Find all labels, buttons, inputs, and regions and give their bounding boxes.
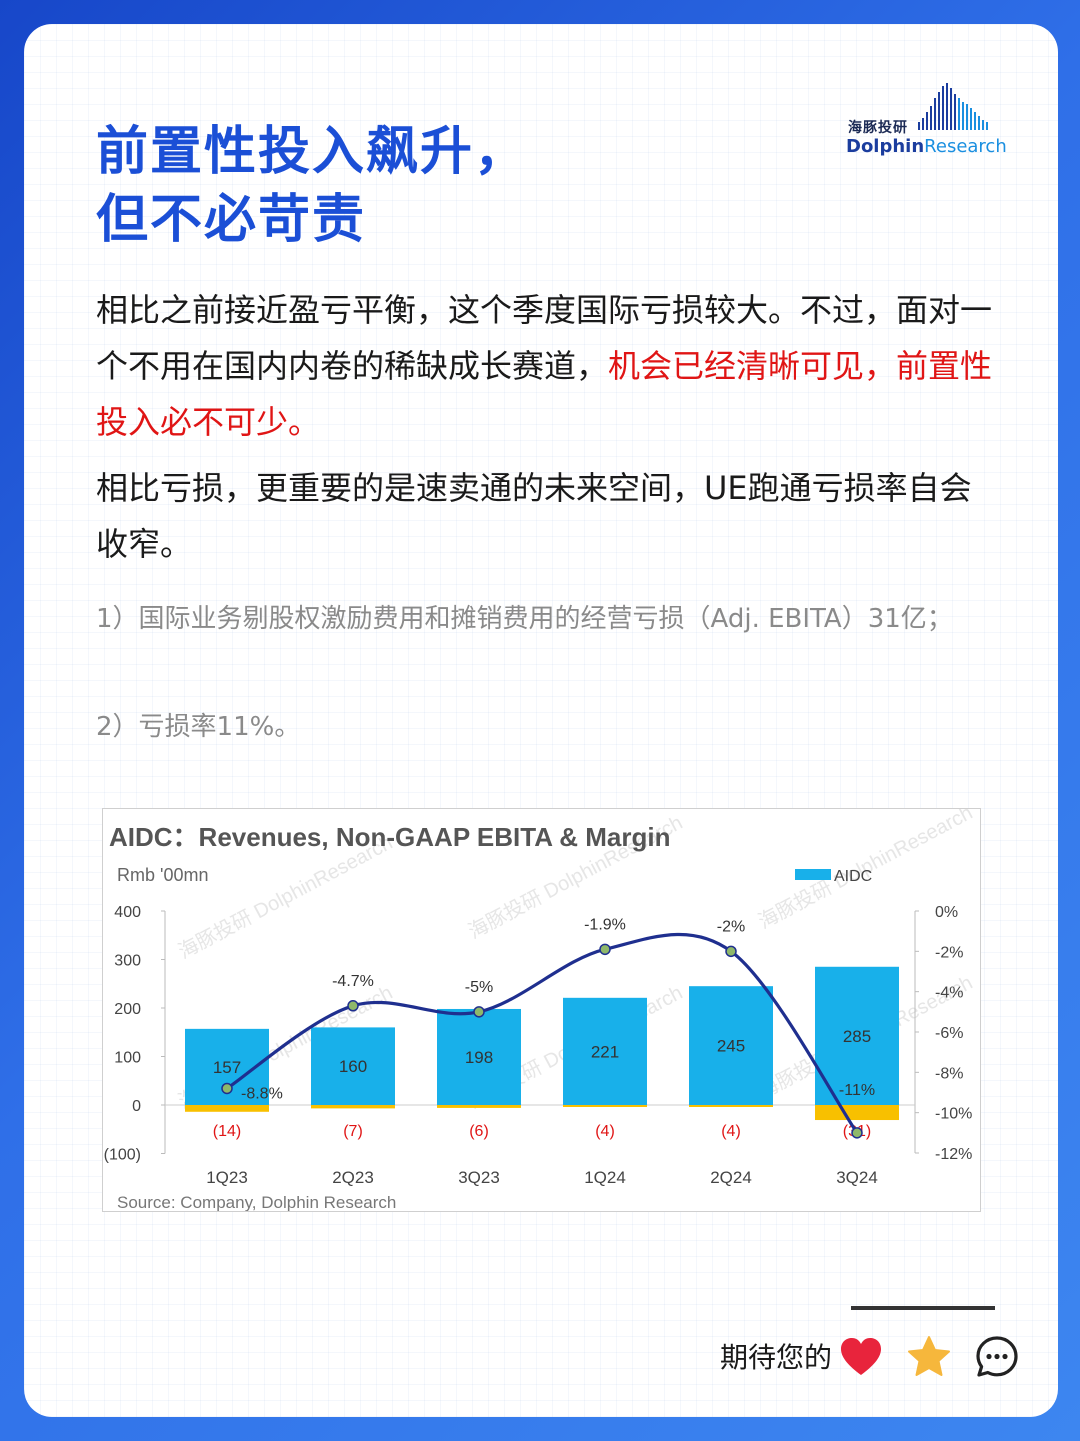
left-tick-label: 300 (114, 953, 141, 970)
revenue-label: 285 (843, 1027, 871, 1046)
right-tick-label: -6% (935, 1025, 963, 1042)
margin-line (226, 932, 859, 1134)
ebita-loss-label: (4) (595, 1123, 615, 1140)
note-2: 2）亏损率11%。 (96, 712, 301, 742)
revenue-label: 198 (465, 1048, 493, 1067)
right-tick-label: -10% (935, 1106, 972, 1123)
chart-unit: Rmb '00mn (117, 865, 208, 885)
divider-line (851, 1306, 995, 1310)
revenue-bar (689, 986, 773, 1105)
aidc-chart: 海豚投研 DolphinResearch 海豚投研 DolphinResearch… (104, 809, 977, 1211)
right-tick-label: 0% (935, 904, 958, 921)
legend-swatch (795, 869, 831, 880)
left-tick-label: (100) (104, 1147, 141, 1164)
ebita-loss-label: (14) (213, 1123, 241, 1140)
revenue-bar (437, 1008, 521, 1105)
category-label: 3Q23 (458, 1168, 500, 1187)
margin-point (221, 1082, 233, 1095)
right-tick-label: -4% (935, 985, 963, 1002)
footer-text: 期待您的 (720, 1341, 833, 1374)
revenue-label: 221 (591, 1042, 619, 1061)
right-tick-label: -2% (935, 944, 963, 961)
ebita-loss-bar (185, 1105, 269, 1112)
logo-en-text: DolphinResearch (846, 136, 1007, 157)
title-line-1: 前置性投入飙升， (96, 122, 529, 182)
margin-point (851, 1127, 863, 1139)
title-line-2: 但不必苛责 (96, 190, 367, 250)
heart-icon[interactable] (838, 1334, 884, 1380)
ebita-loss-label: (7) (343, 1123, 363, 1140)
logo-bars-icon (918, 83, 988, 130)
right-tick-label: -8% (935, 1065, 963, 1082)
ebita-loss-label: (4) (721, 1123, 741, 1140)
ebita-loss-bar (689, 1105, 773, 1107)
note-1: 1）国际业务剔股权激励费用和摊销费用的经营亏损（Adj. EBITA）31亿； (96, 604, 953, 634)
category-label: 1Q24 (584, 1168, 626, 1187)
chart-title: AIDC：Revenues, Non-GAAP EBITA & Margin (109, 822, 670, 852)
dolphin-research-logo: 海豚投研 DolphinResearch (846, 82, 1007, 162)
chart-panel: 海豚投研 DolphinResearch 海豚投研 DolphinResearch… (102, 808, 981, 1212)
margin-point (725, 945, 737, 958)
category-label: 2Q23 (332, 1168, 374, 1187)
left-tick-label: 0 (132, 1098, 141, 1115)
margin-label: -5% (465, 979, 493, 996)
margin-point (599, 943, 611, 956)
chart-source: Source: Company, Dolphin Research (117, 1193, 396, 1211)
left-tick-label: 100 (114, 1050, 141, 1067)
paragraph-1-text: 相比之前接近盈亏平衡，这个季度国际亏损较大。不过，面对一个不用在国内内卷的稀缺成… (96, 291, 993, 385)
paragraph-2: 相比亏损，更重要的是速卖通的未来空间，UE跑通亏损率自会收窄。 (96, 469, 972, 563)
margin-point (347, 1000, 359, 1012)
margin-label: -11% (839, 1082, 875, 1099)
legend-label: AIDC (834, 868, 872, 885)
revenue-bar (311, 1027, 395, 1105)
ebita-loss-bar (437, 1105, 521, 1108)
ebita-loss-label: (6) (469, 1123, 489, 1140)
revenue-label: 160 (339, 1057, 367, 1076)
revenue-label: 245 (717, 1037, 745, 1056)
left-tick-label: 400 (114, 904, 141, 921)
category-label: 3Q24 (836, 1168, 878, 1187)
category-label: 2Q24 (710, 1168, 752, 1187)
ebita-loss-bar (311, 1105, 395, 1109)
category-label: 1Q23 (206, 1168, 248, 1187)
right-tick-label: -12% (935, 1146, 972, 1163)
revenue-bar (815, 966, 899, 1105)
margin-label: -1.9% (584, 916, 626, 933)
margin-label: -2% (717, 918, 745, 935)
star-icon[interactable] (906, 1334, 952, 1380)
page-title: 前置性投入飙升， 但不必苛责 (96, 118, 796, 254)
revenue-label: 157 (213, 1058, 241, 1077)
margin-label: -4.7% (332, 973, 374, 990)
ebita-loss-bar (563, 1105, 647, 1107)
logo-cn-text: 海豚投研 (848, 120, 908, 136)
ebita-loss-bar (815, 1105, 899, 1121)
left-tick-label: 200 (114, 1001, 141, 1018)
margin-label: -8.8% (241, 1085, 283, 1102)
paragraph-1: 相比之前接近盈亏平衡，这个季度国际亏损较大。不过，面对一个不用在国内内卷的稀缺成… (96, 282, 996, 450)
comment-icon[interactable] (974, 1334, 1020, 1380)
revenue-bar (563, 997, 647, 1105)
paragraph-1-highlight: 机会已经清晰可见，前置性投入必不可少。 (96, 347, 993, 441)
margin-point (473, 1006, 485, 1018)
